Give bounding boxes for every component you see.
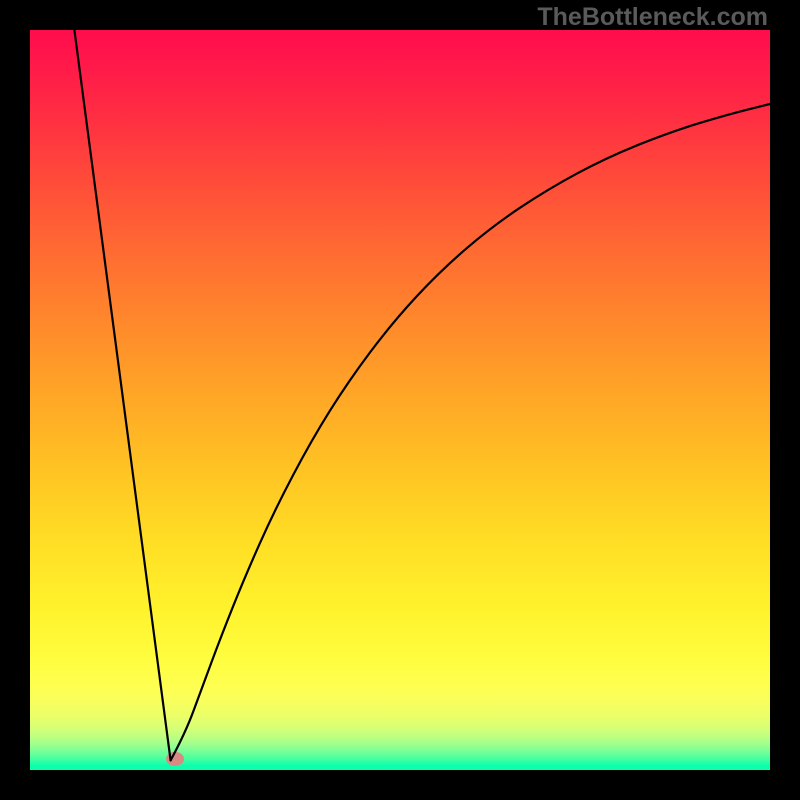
curve-left-branch — [74, 30, 170, 760]
watermark: TheBottleneck.com — [537, 3, 768, 32]
curve-layer — [30, 30, 770, 770]
plot-area — [30, 30, 770, 770]
curve-right-branch — [171, 104, 770, 760]
